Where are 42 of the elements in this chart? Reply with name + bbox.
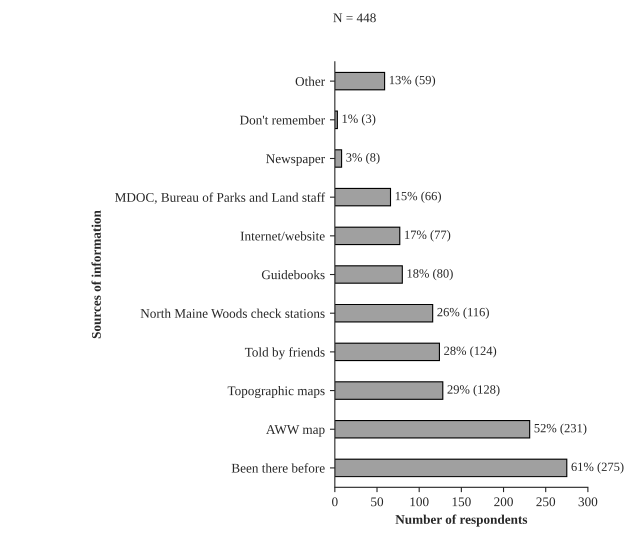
data-label: 3% (8) (346, 152, 380, 164)
y-tick-label: Don't remember (240, 115, 325, 125)
data-label: 13% (59) (390, 75, 436, 87)
bar (334, 458, 568, 478)
y-tick-label: Been there before (232, 463, 325, 473)
bar (334, 265, 403, 284)
y-tick-label: Topographic maps (228, 386, 325, 398)
x-tick-label: 100 (410, 497, 429, 506)
x-tick-label: 150 (452, 497, 471, 506)
data-label: 15% (66) (396, 191, 441, 203)
y-axis-title: Sources of information (91, 210, 101, 338)
x-tick-label: 0 (332, 497, 338, 506)
data-label: 26% (116) (437, 308, 489, 319)
bar (334, 342, 440, 362)
bar (334, 188, 392, 206)
data-label: 28% (124) (444, 346, 496, 358)
y-tick-label: Newspaper (266, 154, 325, 166)
chart-title: N = 448 (333, 13, 376, 22)
y-tick-label: Other (296, 76, 325, 86)
x-tick-label: 300 (578, 497, 598, 506)
x-tick-label: 250 (536, 497, 556, 506)
bar (334, 149, 342, 168)
data-label: 17% (77) (405, 230, 450, 242)
bar (334, 420, 530, 438)
y-tick-label: Internet/website (240, 231, 325, 241)
y-tick-label: North Maine Woods check stations (140, 308, 325, 318)
x-axis-title: Number of respondents (396, 514, 528, 527)
data-label: 52% (231) (534, 424, 586, 435)
bar (334, 381, 444, 400)
bar (334, 72, 386, 90)
y-tick-label: Guidebooks (262, 270, 325, 280)
bar (334, 226, 400, 246)
data-label: 61% (275) (571, 462, 624, 474)
bar (334, 304, 434, 322)
y-tick-label: MDOC, Bureau of Parks and Land staff (115, 192, 326, 204)
x-tick-label: 200 (494, 497, 513, 506)
data-label: 29% (128) (448, 384, 500, 396)
y-tick-label: Told by friends (244, 347, 325, 360)
y-tick-label: AWW map (266, 425, 325, 437)
data-label: 1% (3) (342, 114, 376, 126)
data-label: 18% (80) (408, 268, 453, 280)
x-tick-label: 50 (371, 497, 384, 506)
